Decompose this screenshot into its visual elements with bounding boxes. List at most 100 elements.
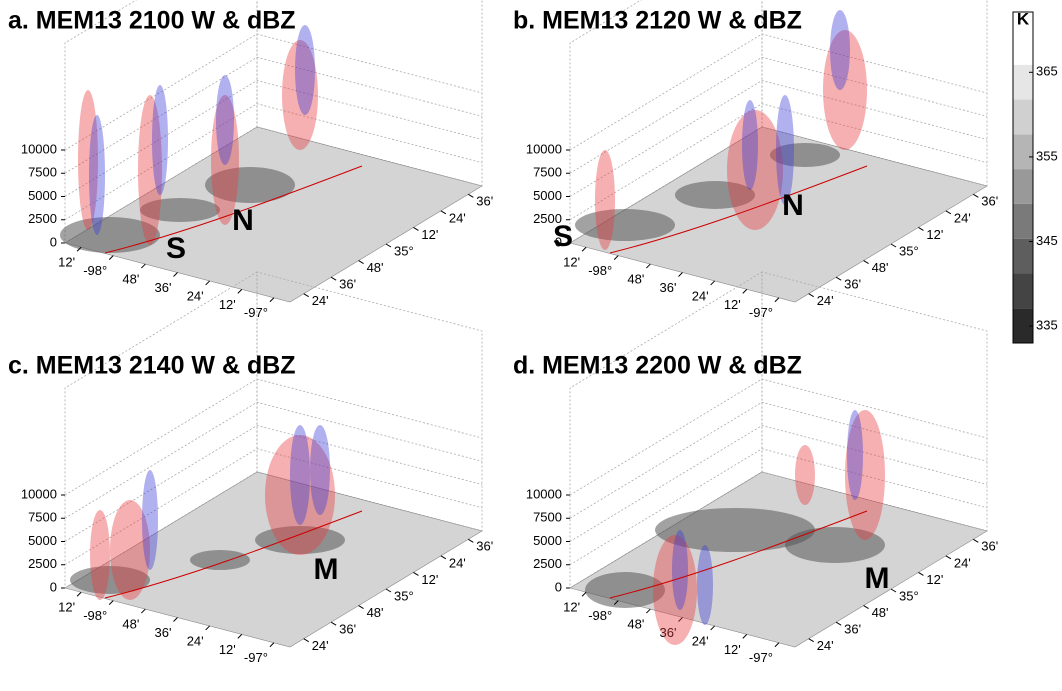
temperature-shade <box>575 209 675 241</box>
y-tick-label: 36' <box>339 622 356 637</box>
grid-line <box>569 103 988 221</box>
x-tick <box>710 280 715 286</box>
x-tick-label: 12' <box>58 255 75 270</box>
z-tick-label: 5000 <box>28 533 57 548</box>
surface <box>64 126 483 303</box>
x-tick-label: -98° <box>83 608 107 623</box>
colorbar-band <box>1013 169 1033 204</box>
y-tick-label: 12' <box>926 572 943 587</box>
x-tick <box>141 263 146 269</box>
x-tick <box>774 297 780 303</box>
x-tick-label: -98° <box>588 608 612 623</box>
y-tick-label: 48' <box>872 605 889 620</box>
y-tick <box>918 571 924 576</box>
y-tick <box>440 210 447 215</box>
z-tick-label: 2500 <box>533 556 562 571</box>
x-tick-label: -97° <box>244 305 268 320</box>
z-tick-label: 0 <box>555 579 562 594</box>
reflectivity-isosurface <box>727 110 783 230</box>
panel: 0 2500 5000 7500 10000 12' -98° 48' 36' 24' 12' -97… <box>8 271 493 665</box>
updraft-isosurface <box>295 25 315 115</box>
x-tick-label: 36' <box>155 625 172 640</box>
grid-line <box>569 401 988 519</box>
temperature-shade <box>655 508 815 552</box>
y-tick <box>385 243 392 248</box>
reflectivity-isosurface <box>845 410 885 540</box>
reflectivity-isosurface <box>78 90 98 230</box>
colorbar-band <box>1013 203 1033 239</box>
y-tick-label: 12' <box>421 572 438 587</box>
y-tick <box>945 210 952 215</box>
y-tick <box>835 276 842 281</box>
colorbar-tick-label: 345 <box>1036 233 1058 248</box>
grid-line <box>569 448 988 566</box>
grid-line <box>569 80 988 197</box>
x-tick-label: 24' <box>187 633 204 648</box>
y-tick-label: 36' <box>981 194 998 209</box>
grid-line <box>64 103 483 221</box>
z-tick-label: 10000 <box>526 486 562 501</box>
x-tick-label: 12' <box>724 297 741 312</box>
y-tick-label: 24' <box>954 210 971 225</box>
x-tick <box>581 591 587 597</box>
updraft-isosurface <box>142 470 158 570</box>
colorbar-band <box>1013 273 1033 309</box>
z-tick-label: 2500 <box>533 211 562 226</box>
x-tick-label: -97° <box>244 650 268 665</box>
y-tick-label: 12' <box>926 227 943 242</box>
reflectivity-contour <box>104 510 363 599</box>
y-tick <box>973 193 979 198</box>
y-tick-label: 48' <box>872 260 889 275</box>
reflectivity-isosurface <box>211 95 239 225</box>
grid-line <box>64 378 483 496</box>
x-tick-label: -97° <box>749 650 773 665</box>
temperature-shade <box>255 526 345 554</box>
x-tick <box>173 617 178 622</box>
y-tick <box>890 588 897 593</box>
x-tick <box>237 289 243 294</box>
x-tick <box>108 255 114 260</box>
x-tick-label: 12' <box>219 297 236 312</box>
grid-line <box>64 80 483 197</box>
z-tick-label: 0 <box>50 579 57 594</box>
z-tick-label: 5000 <box>533 188 562 203</box>
y-tick-label: 24' <box>312 638 329 653</box>
x-tick <box>742 289 748 294</box>
y-tick-label: 12' <box>421 227 438 242</box>
y-tick <box>330 621 337 626</box>
y-tick-label: 24' <box>817 638 834 653</box>
x-tick <box>646 263 651 269</box>
temperature-shade <box>70 566 150 594</box>
y-tick <box>385 588 392 593</box>
y-tick-label: 35° <box>899 588 919 603</box>
updraft-isosurface <box>672 530 688 610</box>
y-tick-label: 24' <box>954 555 971 570</box>
x-tick <box>141 608 146 614</box>
reflectivity-isosurface <box>795 445 815 505</box>
x-tick-label: 12' <box>724 642 741 657</box>
x-tick <box>678 272 683 277</box>
colorbar-tick-label: 335 <box>1036 318 1058 333</box>
panel-title: a. MEM13 2100 W & dBZ <box>8 7 296 35</box>
reflectivity-isosurface <box>823 30 867 150</box>
colorbar-band <box>1013 99 1033 135</box>
y-tick-label: 48' <box>367 260 384 275</box>
x-tick <box>742 634 748 639</box>
reflectivity-isosurface <box>653 535 697 645</box>
y-tick <box>863 605 869 610</box>
temperature-shade <box>60 217 160 253</box>
y-tick-label: 36' <box>981 539 998 554</box>
back-wall <box>256 271 483 532</box>
x-tick <box>76 246 82 252</box>
y-tick <box>918 226 924 231</box>
x-tick-label: 36' <box>660 625 677 640</box>
z-tick-label: 10000 <box>21 141 57 156</box>
y-tick-label: 35° <box>394 243 414 258</box>
y-tick-label: 24' <box>449 555 466 570</box>
panel: 0 2500 5000 7500 10000 12' -98° 48' 36' 24' 12' -97… <box>513 0 998 320</box>
y-tick <box>863 260 869 265</box>
x-tick <box>678 617 683 622</box>
z-tick-label: 7500 <box>533 165 562 180</box>
temperature-shade <box>585 572 665 608</box>
y-tick <box>303 293 309 298</box>
